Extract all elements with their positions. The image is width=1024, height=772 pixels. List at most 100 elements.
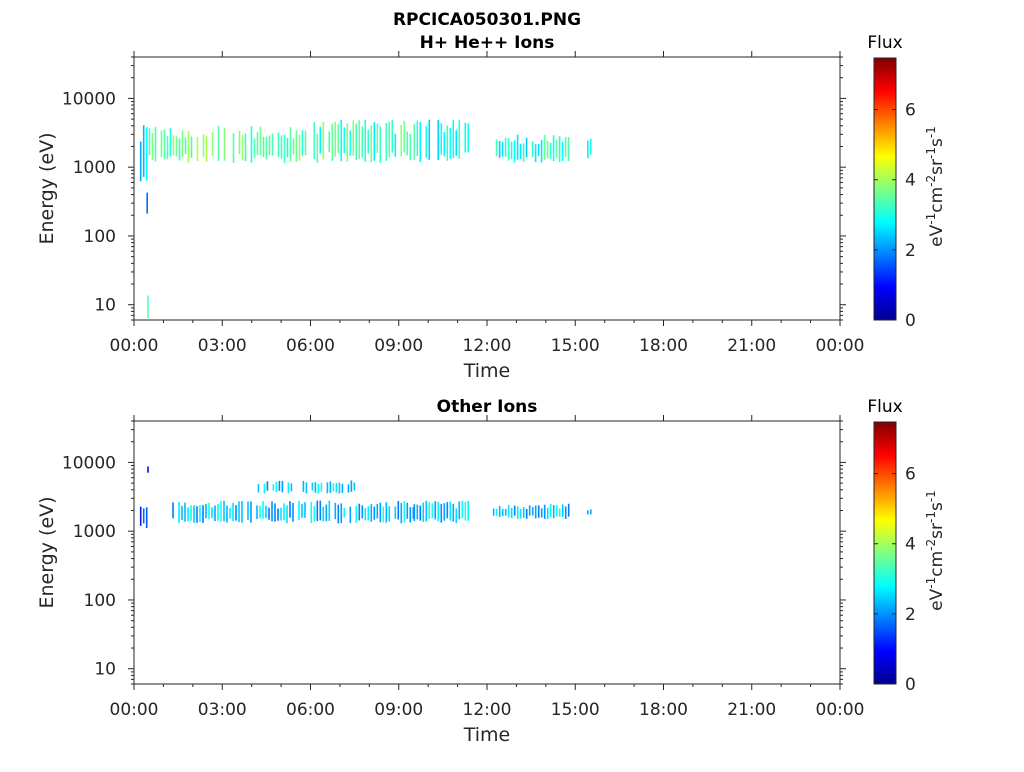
x-tick-label: 00:00 <box>816 336 865 356</box>
flux-streak <box>205 503 207 519</box>
flux-streak <box>552 505 555 519</box>
x-tick-label: 12:00 <box>463 336 512 356</box>
flux-streak <box>540 508 543 518</box>
flux-streak <box>238 501 240 523</box>
flux-streak <box>412 507 415 519</box>
unit-exponent: -1 <box>924 213 938 225</box>
flux-streak <box>452 503 455 522</box>
flux-streak <box>262 501 264 519</box>
flux-streak <box>241 501 243 523</box>
flux-streak <box>265 136 268 160</box>
colorbar-title: Flux <box>867 397 902 417</box>
chart-title: Other Ions <box>437 397 538 417</box>
flux-streak <box>232 502 234 522</box>
flux-streak <box>434 501 437 520</box>
flux-streak <box>334 121 337 157</box>
flux-streak <box>431 503 434 519</box>
flux-streak <box>193 505 195 523</box>
flux-streak <box>337 124 340 154</box>
flux-streak <box>311 482 314 491</box>
flux-streak <box>498 505 501 517</box>
x-tick-label: 12:00 <box>463 700 512 720</box>
flux-streak <box>281 480 284 493</box>
flux-streak <box>266 481 269 491</box>
flux-streak <box>531 507 534 516</box>
flux-streak <box>268 507 270 520</box>
flux-streak <box>302 480 305 492</box>
x-tick-label: 00:00 <box>816 700 865 720</box>
flux-streak <box>289 501 291 518</box>
flux-streak <box>394 506 397 519</box>
unit-exponent: -1 <box>924 126 938 138</box>
flux-streak <box>590 509 592 515</box>
flux-streak <box>262 136 265 158</box>
flux-streak <box>461 500 464 519</box>
y-tick-label: 100 <box>84 591 116 611</box>
flux-streak <box>564 137 567 157</box>
flux-streak <box>250 501 252 523</box>
flux-streak <box>322 121 325 160</box>
flux-streak <box>522 143 525 162</box>
flux-streak <box>587 510 589 515</box>
flux-streak <box>406 502 409 519</box>
flux-streak <box>317 483 320 494</box>
flux-streak <box>211 507 213 519</box>
flux-streak <box>519 143 522 159</box>
y-tick-label: 1000 <box>73 522 116 542</box>
flux-streak <box>449 127 452 159</box>
flux-streak <box>232 133 235 163</box>
x-tick-label: 21:00 <box>727 336 776 356</box>
flux-streak <box>290 483 293 492</box>
flux-streak <box>187 507 189 522</box>
flux-streak <box>446 125 449 161</box>
flux-streak <box>534 505 537 519</box>
flux-streak <box>352 120 355 156</box>
x-tick-label: 09:00 <box>374 336 423 356</box>
flux-streak <box>504 509 507 516</box>
flux-streak <box>265 505 267 518</box>
flux-streak <box>172 135 175 156</box>
x-tick-label: 18:00 <box>639 700 688 720</box>
flux-streak <box>304 502 306 518</box>
flux-streak <box>268 135 271 155</box>
x-tick-label: 15:00 <box>551 700 600 720</box>
flux-streak <box>567 137 570 162</box>
flux-streak <box>364 508 367 521</box>
flux-streak <box>319 500 322 521</box>
flux-streak <box>208 502 210 520</box>
unit-base: s <box>927 138 947 147</box>
flux-streak <box>287 482 290 494</box>
flux-streak <box>322 506 325 522</box>
flux-streak <box>419 505 422 521</box>
flux-streak <box>325 504 328 522</box>
flux-streak <box>549 142 552 159</box>
flux-streak <box>443 503 446 521</box>
x-tick-label: 15:00 <box>551 336 600 356</box>
flux-streak <box>355 123 358 160</box>
flux-streak <box>328 500 331 521</box>
unit-exponent: -2 <box>924 175 938 187</box>
flux-streak <box>373 122 376 161</box>
flux-streak <box>331 123 334 161</box>
flux-streak <box>257 484 260 493</box>
flux-streak <box>516 134 519 160</box>
x-tick-label: 03:00 <box>198 700 247 720</box>
flux-streak <box>316 134 319 163</box>
unit-base: sr <box>927 523 947 539</box>
flux-streak <box>319 126 322 154</box>
flux-streak <box>338 482 341 494</box>
flux-streak <box>226 505 228 523</box>
flux-streak <box>305 482 308 494</box>
flux-streak <box>169 128 172 157</box>
flux-streak <box>343 127 346 153</box>
flux-streak <box>277 132 280 158</box>
flux-streak <box>263 483 266 494</box>
flux-streak <box>256 505 258 520</box>
flux-streak <box>561 141 564 161</box>
flux-streak <box>525 509 528 519</box>
y-tick-label: 10 <box>94 296 116 316</box>
flux-streak <box>370 125 373 163</box>
flux-streak <box>181 130 184 158</box>
flux-streak <box>501 508 504 517</box>
flux-streak <box>510 141 513 160</box>
